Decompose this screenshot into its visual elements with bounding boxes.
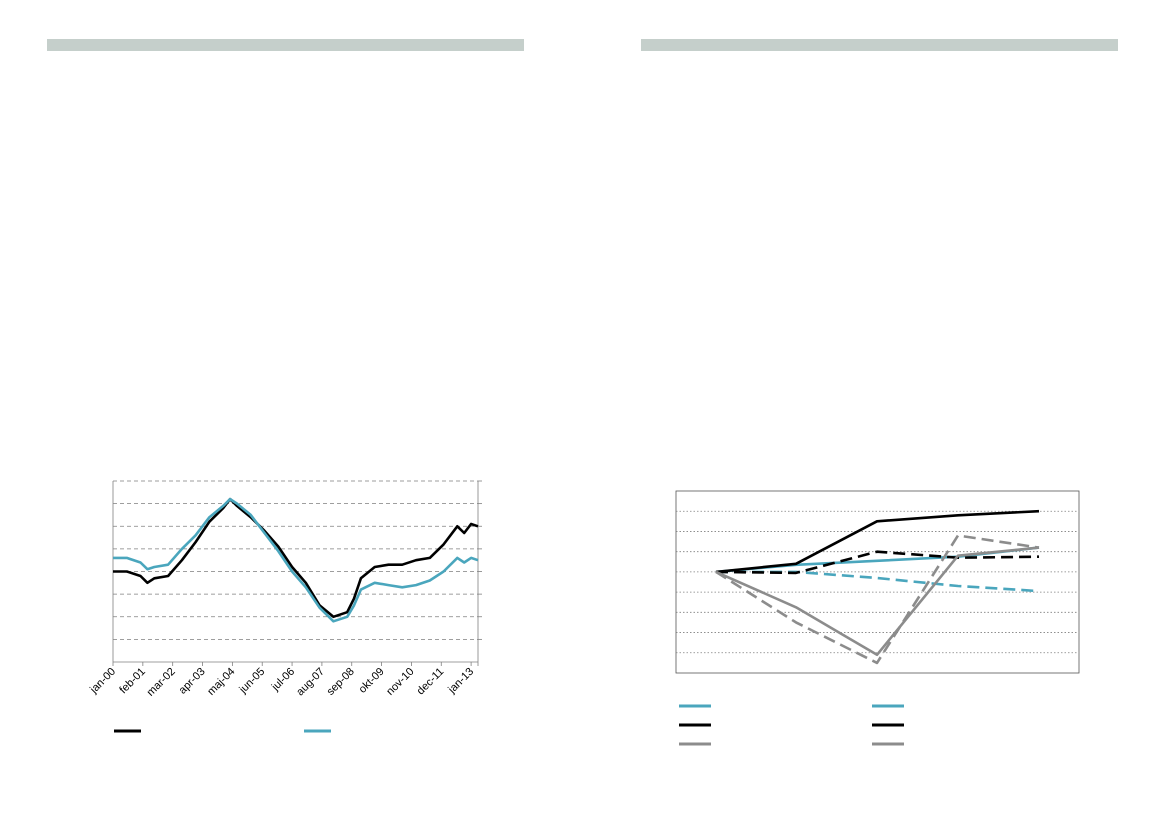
right-header-bar [641,39,1118,51]
left-x-tick-label: jun-05 [237,666,268,697]
left-x-tick-label: dec-11 [415,666,447,698]
right-plot-frame [675,490,1080,674]
left-x-tick-label: mar-02 [145,666,178,699]
left-x-tick-label: jan-13 [445,666,476,697]
left-x-tick-label: okt-09 [357,666,387,696]
right-series-line-4 [715,546,1040,657]
left-series-line-0 [113,497,479,619]
left-series-line-1 [113,497,479,623]
left-x-tick-label: aug-07 [294,666,327,699]
left-x-tick-label: sep-08 [325,666,357,698]
right-series-line-1 [716,570,1040,593]
right-series-line-2 [715,509,1040,574]
left-x-tick-label: nov-10 [384,666,416,698]
left-x-tick-label: feb-01 [117,666,148,697]
left-x-tick-label: jul-06 [269,666,297,694]
right-series-line-3 [715,550,1040,575]
left-x-tick-label: maj-04 [205,666,237,698]
right-chart [675,490,1080,746]
right-series-line-5 [715,534,1040,665]
left-header-bar [47,39,524,51]
left-x-tick-label: jan-00 [87,666,118,697]
left-x-tick-label: apr-03 [177,666,208,697]
